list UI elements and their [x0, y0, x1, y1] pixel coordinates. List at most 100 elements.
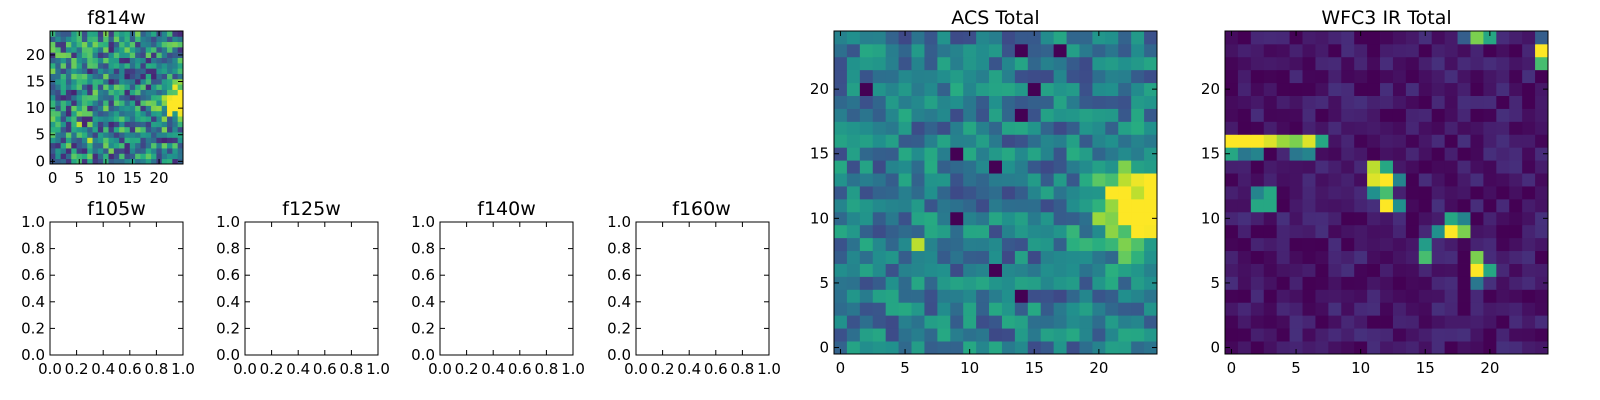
heatmap-cell [151, 31, 157, 37]
heatmap-cell [859, 198, 874, 213]
heatmap-cell [1328, 341, 1342, 355]
heatmap-cell [1250, 95, 1265, 109]
heatmap-cell [60, 148, 67, 154]
heatmap-cell [1053, 69, 1067, 84]
heatmap-cell [1496, 31, 1510, 45]
heatmap-cell [1367, 328, 1381, 342]
heatmap-cell [1302, 56, 1316, 71]
heatmap-cell [859, 315, 874, 329]
heatmap-cell [1470, 211, 1484, 226]
heatmap-cell [1001, 121, 1016, 135]
heatmap-cell [924, 289, 938, 303]
heatmap-cell [1092, 147, 1106, 161]
heatmap-cell [87, 36, 93, 43]
heatmap-cell [1225, 263, 1239, 277]
heatmap-cell [1092, 315, 1106, 329]
heatmap-cell [872, 43, 887, 58]
heatmap-cell [1328, 302, 1342, 316]
heatmap-cell [167, 158, 173, 165]
heatmap-cell [976, 43, 990, 58]
heatmap-cell [129, 142, 136, 149]
heatmap-cell [859, 43, 874, 58]
heatmap-cell [1380, 95, 1394, 109]
heatmap-cell [937, 302, 951, 316]
heatmap-cell [167, 89, 173, 96]
heatmap-cell [135, 105, 141, 112]
heatmap-cell [1302, 69, 1316, 84]
heatmap-cell [1418, 315, 1433, 329]
heatmap-cell [135, 73, 141, 80]
heatmap-cell [1302, 237, 1316, 252]
heatmap-cell [65, 57, 72, 64]
heatmap-cell [1289, 198, 1303, 213]
heatmap-cell [898, 211, 912, 226]
heatmap-cell [1144, 69, 1158, 84]
heatmap-cell [50, 137, 56, 144]
heatmap-cell [1118, 237, 1132, 252]
heatmap-cell [1315, 56, 1329, 71]
heatmap-cell [1341, 82, 1355, 96]
heatmap-cell [1014, 69, 1029, 84]
heatmap-cell [846, 237, 861, 252]
heatmap-cell [859, 289, 874, 303]
heatmap-cell [1225, 134, 1239, 148]
x-tick-label: 15 [1416, 359, 1435, 377]
heatmap-cell [1144, 95, 1158, 109]
heatmap-cell [1302, 95, 1316, 109]
heatmap-cell [1040, 341, 1055, 355]
heatmap-cell [1392, 173, 1407, 187]
heatmap-cell [81, 126, 88, 133]
heatmap-cell [172, 148, 179, 154]
heatmap-cell [124, 153, 131, 160]
heatmap-cell [145, 116, 152, 122]
heatmap-cell [87, 57, 93, 64]
heatmap-cell [1380, 315, 1394, 329]
heatmap-cell [1522, 160, 1536, 174]
heatmap-cell [81, 62, 88, 69]
heatmap-cell [1457, 56, 1471, 71]
heatmap-cell [81, 105, 88, 112]
heatmap-cell [1001, 147, 1016, 161]
heatmap-cell [1105, 160, 1119, 174]
heatmap-cell [1418, 56, 1433, 71]
heatmap-cell [1289, 328, 1303, 342]
heatmap-cell [81, 46, 88, 53]
heatmap-cell [872, 276, 887, 290]
heatmap-cell [60, 100, 67, 106]
heatmap-cell [1367, 250, 1381, 264]
heatmap-cell [1418, 95, 1433, 109]
heatmap-cell [898, 134, 912, 148]
heatmap-cell [1354, 147, 1368, 161]
heatmap-cell [976, 108, 990, 122]
heatmap-cell [1066, 160, 1080, 174]
heatmap-cell [177, 137, 184, 144]
heatmap-cell [156, 78, 163, 85]
heatmap-cell [911, 95, 925, 109]
heatmap-cell [1380, 263, 1394, 277]
heatmap-cell [846, 302, 861, 316]
heatmap-cell [898, 302, 912, 316]
heatmap-cell [1483, 289, 1497, 303]
heatmap-cell [87, 31, 93, 37]
heatmap-cell [1380, 302, 1394, 316]
heatmap-cell [1522, 134, 1536, 148]
heatmap-cell [989, 289, 1003, 303]
heatmap-cell [885, 315, 899, 329]
heatmap-cell [1014, 237, 1029, 252]
heatmap-cell [1418, 302, 1433, 316]
heatmap-cell [846, 289, 861, 303]
heatmap-cell [119, 126, 125, 133]
heatmap-cell [1302, 224, 1316, 239]
heatmap-cell [963, 147, 977, 161]
heatmap-cell [167, 94, 173, 101]
heatmap-cell [1496, 121, 1510, 135]
heatmap-cell [177, 62, 184, 69]
heatmap-cell [167, 137, 173, 144]
heatmap-cell [1405, 147, 1420, 161]
heatmap-cell [846, 69, 861, 84]
heatmap-cell [50, 73, 56, 80]
heatmap-cell [937, 82, 951, 96]
heatmap-cell [937, 134, 951, 148]
heatmap-cell [911, 173, 925, 187]
heatmap-cell [1105, 147, 1119, 161]
